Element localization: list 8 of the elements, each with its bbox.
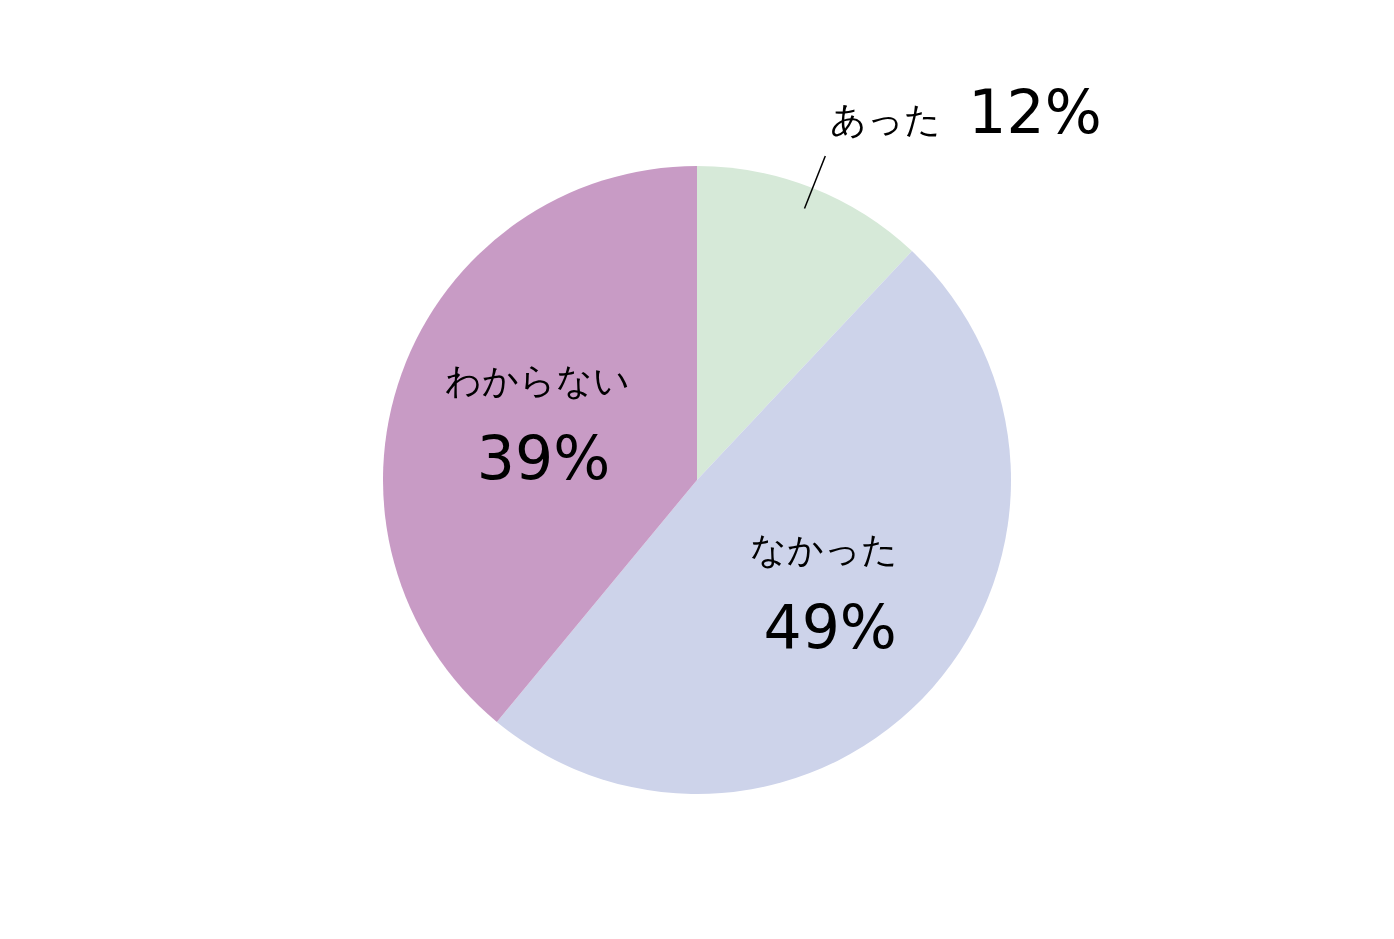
data-label: 12% [968, 76, 1102, 147]
data-label: 39% [476, 422, 611, 493]
slice-label: あった [830, 98, 942, 140]
pie-slice [697, 166, 912, 480]
slice-label: なかった [750, 529, 899, 571]
pie-slice [383, 166, 697, 722]
slice-label: わからない [444, 359, 630, 401]
data-label: 49% [763, 592, 897, 663]
